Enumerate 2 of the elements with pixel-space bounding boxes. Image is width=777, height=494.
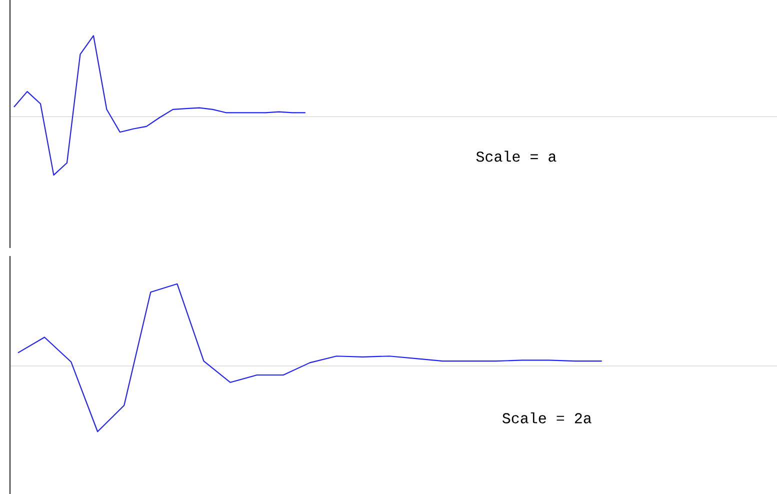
annotation: Scale = 2a (502, 412, 592, 424)
annotation: Scale = a (476, 150, 556, 162)
